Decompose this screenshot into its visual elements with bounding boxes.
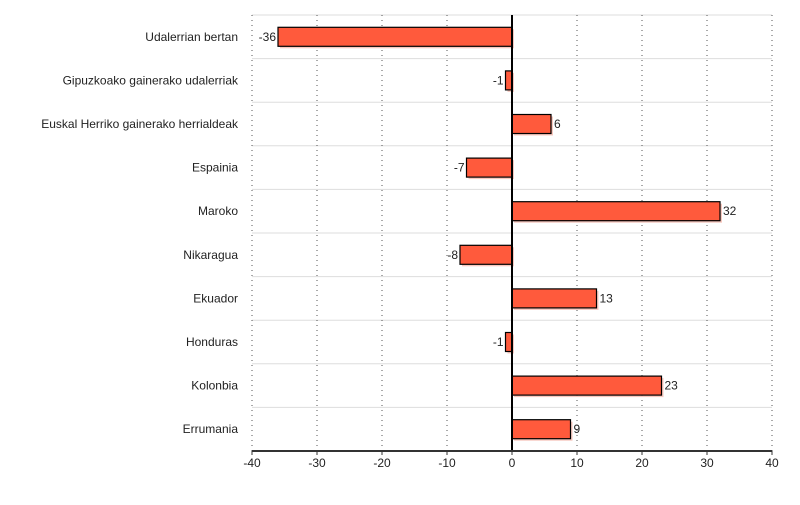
category-label: Kolonbia	[191, 379, 238, 393]
x-tick-label: 20	[635, 456, 649, 470]
x-tick-label: 40	[765, 456, 779, 470]
bar	[277, 26, 513, 47]
bar	[511, 201, 721, 222]
x-tick-label: -20	[373, 456, 391, 470]
x-tick-label: 30	[700, 456, 714, 470]
category-label: Honduras	[186, 335, 238, 349]
bar	[465, 157, 513, 178]
category-label: Nikaragua	[183, 248, 238, 262]
data-label: 9	[574, 422, 581, 436]
data-label: -36	[259, 30, 277, 44]
data-label: 6	[554, 117, 561, 131]
bar	[511, 375, 663, 396]
x-tick-label: -40	[243, 456, 261, 470]
category-label: Gipuzkoako gainerako udalerriak	[63, 73, 239, 87]
category-label: Udalerrian bertan	[145, 30, 238, 44]
bar	[511, 288, 598, 309]
category-label: Espainia	[192, 161, 238, 175]
x-tick-label: 10	[570, 456, 584, 470]
data-label: -8	[447, 248, 458, 262]
category-label: Maroko	[198, 204, 238, 218]
data-label: -1	[493, 73, 504, 87]
bar	[459, 244, 513, 265]
data-label: -7	[454, 161, 465, 175]
bar	[511, 419, 572, 440]
data-label: 23	[665, 379, 679, 393]
bar	[511, 113, 552, 135]
category-label: Errumania	[183, 422, 239, 436]
x-tick-label: 0	[509, 456, 516, 470]
x-tick-label: -10	[438, 456, 456, 470]
data-label: -1	[493, 335, 504, 349]
data-label: 32	[723, 204, 737, 218]
category-label: Euskal Herriko gainerako herrialdeak	[41, 117, 239, 131]
data-label: 13	[600, 291, 614, 305]
category-label: Ekuador	[193, 291, 238, 305]
x-tick-label: -30	[308, 456, 326, 470]
